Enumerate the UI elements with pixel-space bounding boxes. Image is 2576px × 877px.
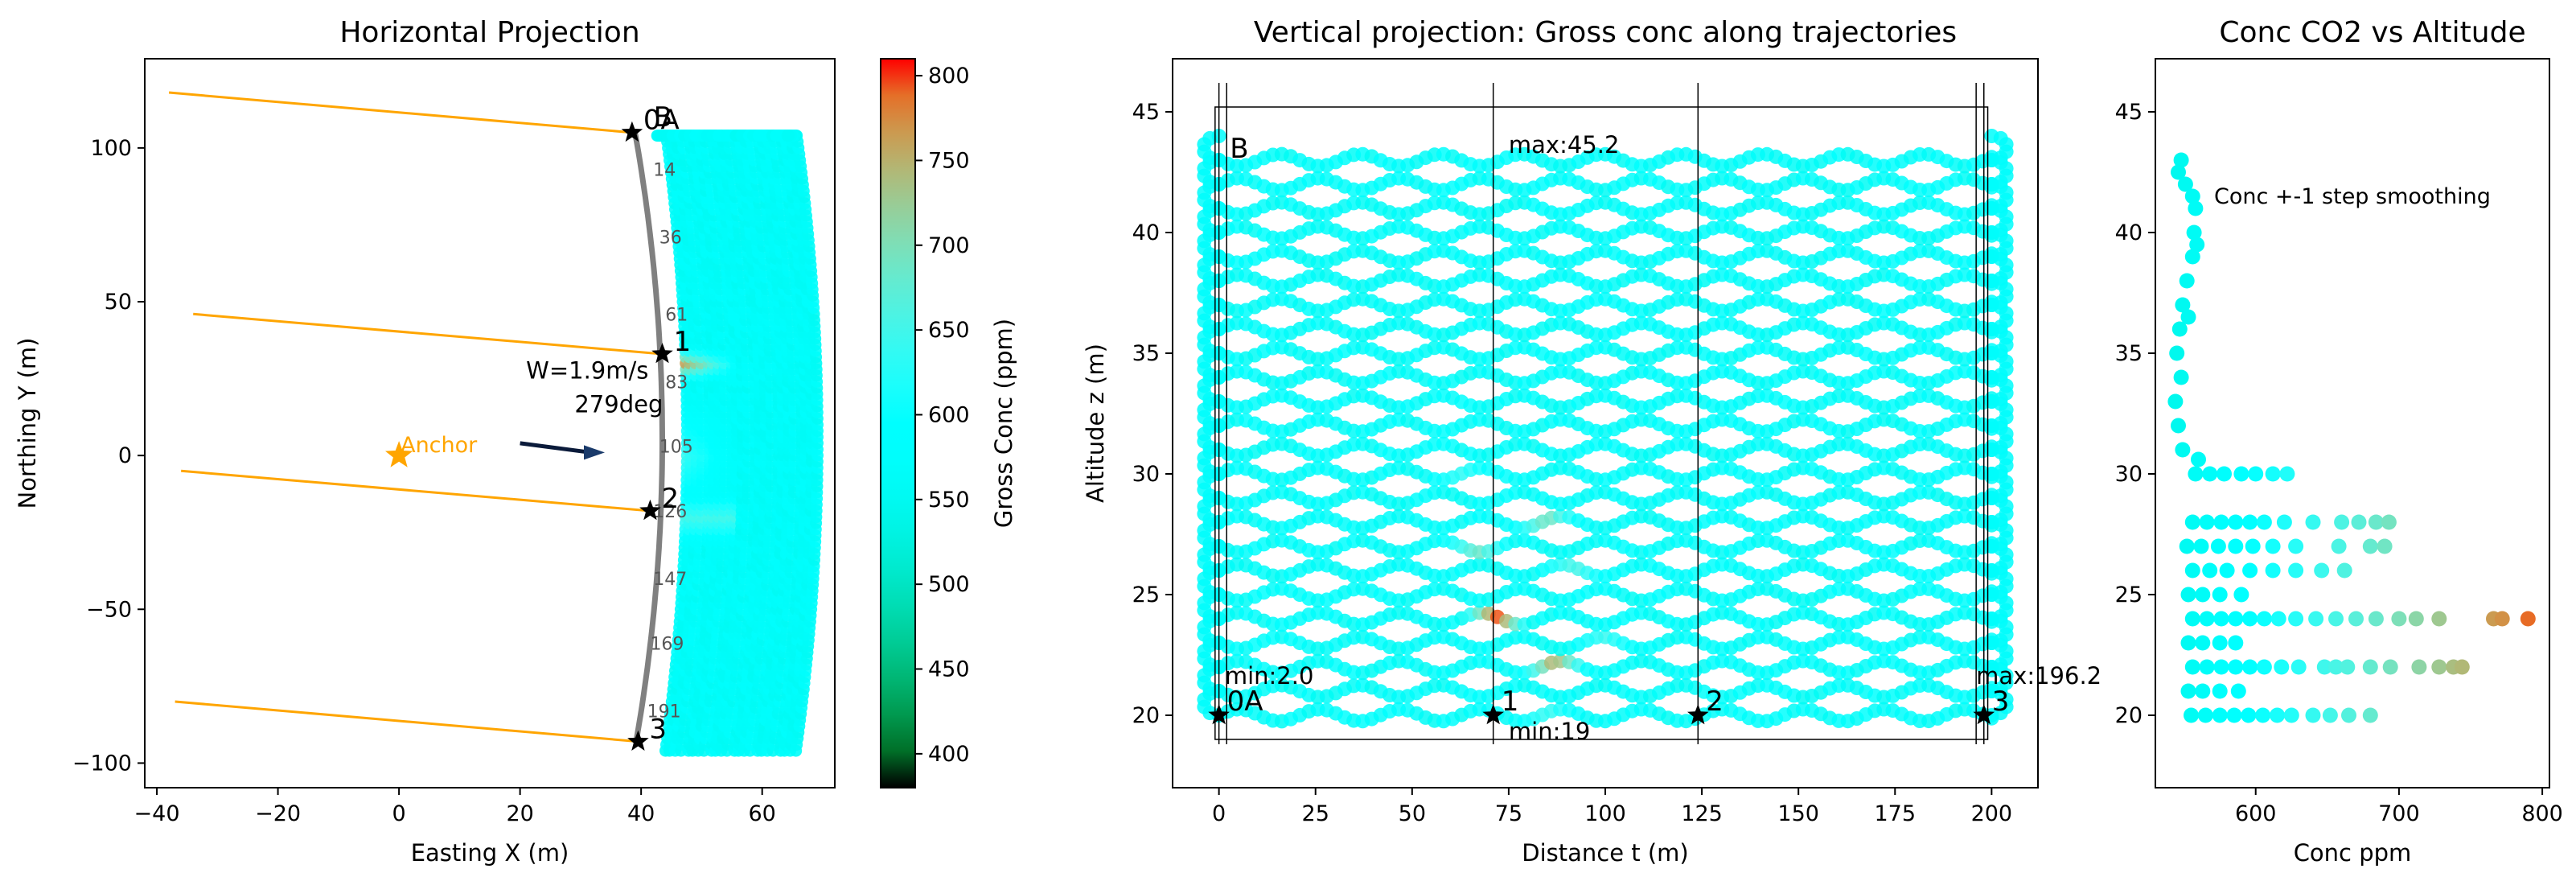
wind-arrow-icon [584,445,605,460]
horizontal-distance-label: 169 [650,634,684,654]
horizontal-sample-point [781,130,794,142]
horizontal-axis-ticks: −40 −20 0 20 40 60 −100 −50 0 50 100 [72,136,776,826]
colorbar-tick-label: 650 [928,318,970,343]
horizontal-plot-area: 14 36 61 83 105 126 147 169 191 0AB 1 2 3 Anchor W=1.9… [168,91,824,757]
horizontal-distance-label: 191 [647,702,681,722]
colorbar-tick-label: 600 [928,402,970,427]
horizontal-waypoint-label: B [654,101,672,134]
colorbar-tick-label: 400 [928,742,970,767]
colorbar-label: Gross Conc (ppm) [990,319,1017,528]
colorbar-frame [880,58,916,788]
horizontal-y-tick-label: −100 [72,751,132,776]
horizontal-waypoint-marker [651,343,673,364]
horizontal-trajectory-line [632,132,665,743]
wind-direction-label: 279deg [574,391,663,418]
horizontal-x-tick-label: 0 [392,801,406,826]
horizontal-waypoint-marker [639,499,661,521]
colorbar-tick-label: 800 [928,64,970,89]
horizontal-y-tick-label: 100 [90,136,132,161]
horizontal-x-tick-label: 60 [749,801,776,826]
horizontal-waypoint-label: 2 [661,483,679,515]
horizontal-y-axis-label: Northing Y (m) [14,338,41,509]
horizontal-x-tick-label: −20 [255,801,301,826]
horizontal-chart-title: Horizontal Projection [339,16,639,49]
horizontal-distance-label: 105 [659,438,693,458]
horizontal-plot-frame [144,58,836,788]
horizontal-x-tick-label: 20 [506,801,533,826]
colorbar-ticks: 400 450 500 550 600 650 700 750 800 [915,64,970,767]
horizontal-waypoint-marker [627,730,649,751]
horizontal-waypoint-label: 0A [643,105,680,137]
colorbar-gradient [881,59,915,788]
anchor-label: Anchor [401,433,478,458]
wind-arrow-shaft [520,441,591,455]
colorbar-tick-label: 550 [928,488,970,513]
horizontal-distance-label: 83 [665,373,688,393]
colorbar-panel: 400 450 500 550 600 650 700 750 800 Gross Conc (… [880,58,1017,788]
horizontal-x-tick-label: 40 [627,801,655,826]
colorbar-tick-label: 500 [928,572,970,597]
horizontal-distance-label: 36 [659,229,682,249]
horizontal-y-tick-label: 50 [105,290,132,315]
horizontal-distance-label: 61 [665,305,688,325]
horizontal-plot-content: 14 36 61 83 105 126 147 169 191 0AB 1 2 3 Anchor W=1.9… [168,91,824,757]
horizontal-y-tick-label: 0 [118,443,132,468]
horizontal-distance-label: 14 [653,161,676,181]
horizontal-projection-panel: 14 36 61 83 105 126 147 169 191 0AB 1 2 3 Anchor W=1.9… [14,16,836,867]
horizontal-waypoint-label: 1 [674,326,692,358]
horizontal-direction-line [175,700,639,743]
horizontal-y-tick-label: −50 [86,597,132,622]
horizontal-direction-line [181,469,651,513]
horizontal-waypoint-marker [621,121,643,142]
horizontal-direction-line [168,91,632,134]
colorbar-tick-label: 750 [928,148,970,173]
horizontal-direction-line [193,312,663,356]
colorbar-tick-label: 700 [928,233,970,258]
horizontal-distance-label: 126 [653,502,687,522]
wind-speed-label: W=1.9m/s [526,357,648,385]
horizontal-distance-label: 147 [653,570,687,590]
anchor-icon [385,441,413,467]
horizontal-x-tick-label: −40 [134,801,180,826]
horizontal-x-axis-label: Easting X (m) [411,839,569,867]
horizontal-waypoint-label: 3 [649,714,667,746]
colorbar-tick-label: 450 [928,657,970,682]
